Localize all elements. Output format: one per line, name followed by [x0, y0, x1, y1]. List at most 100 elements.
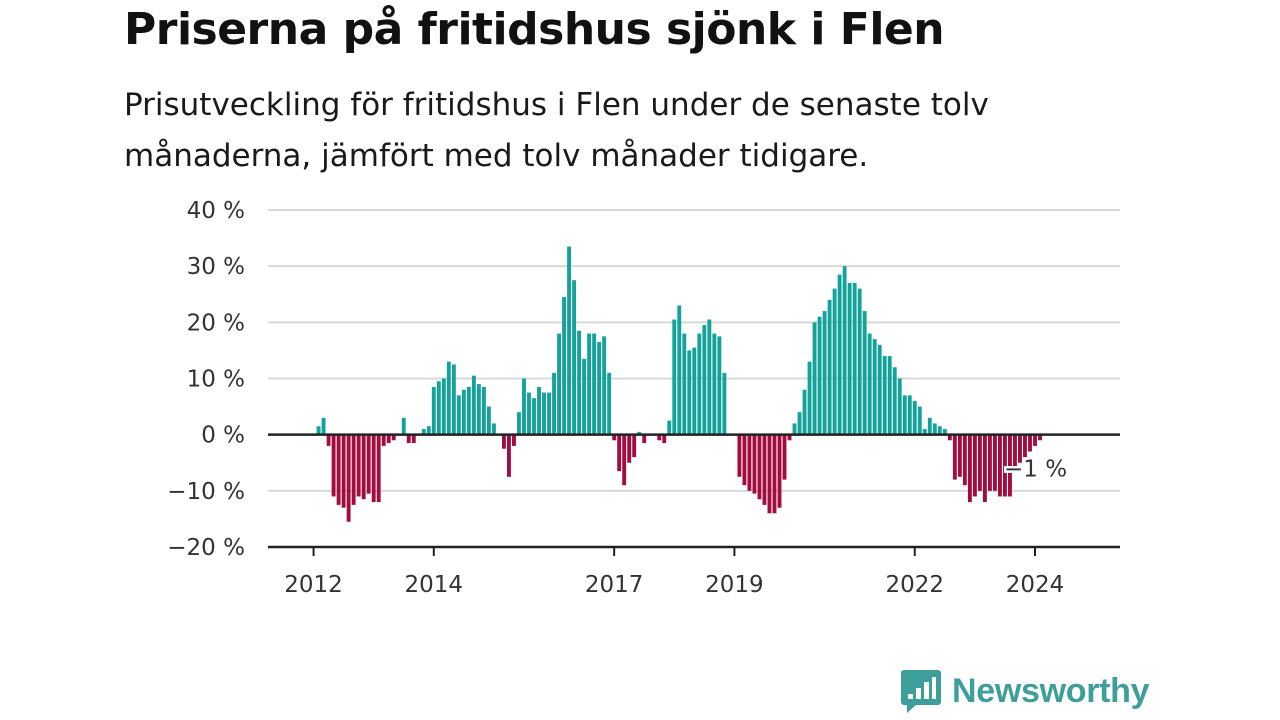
bar — [637, 431, 642, 435]
bar — [937, 426, 942, 435]
bar — [501, 434, 506, 449]
bar — [962, 434, 967, 486]
bar — [346, 434, 351, 522]
bar — [677, 305, 682, 435]
bar — [777, 434, 782, 508]
bar — [852, 283, 857, 435]
last-value-label: −1 % — [1004, 456, 1067, 482]
bar — [827, 299, 832, 435]
x-tick-label: 2019 — [705, 572, 764, 598]
bar — [922, 429, 927, 435]
bar — [687, 350, 692, 435]
y-tick-label: 10 % — [187, 367, 245, 393]
bar — [522, 378, 526, 435]
bar — [782, 434, 787, 480]
bar — [892, 367, 897, 435]
bar — [491, 423, 496, 435]
bar — [316, 426, 321, 435]
bar — [471, 375, 476, 435]
bar — [602, 336, 607, 435]
y-tick-label: 40 % — [187, 198, 245, 224]
bar — [587, 333, 592, 435]
y-tick-label: 0 % — [201, 423, 245, 449]
bar — [577, 330, 582, 435]
chart-title: Priserna på fritidshus sjönk i Flen — [124, 4, 945, 55]
bar — [757, 434, 762, 500]
newsworthy-logo-icon — [901, 670, 941, 713]
bar — [712, 333, 717, 435]
bar — [717, 336, 722, 435]
bar — [617, 434, 622, 472]
bar — [1033, 434, 1037, 446]
y-tick-label: −20 % — [167, 535, 245, 561]
bar — [622, 434, 627, 486]
bar — [672, 319, 677, 435]
bar — [361, 434, 366, 500]
bar — [862, 311, 867, 435]
bar — [436, 381, 441, 435]
bar — [877, 344, 882, 435]
bar — [381, 434, 386, 446]
bar — [582, 358, 587, 435]
bar — [431, 386, 436, 435]
bar — [812, 322, 817, 435]
bar — [822, 311, 827, 435]
x-tick-label: 2024 — [1006, 572, 1065, 598]
bar — [952, 434, 957, 480]
x-tick-label: 2022 — [885, 572, 944, 598]
bar — [642, 434, 647, 444]
bar — [1013, 434, 1017, 469]
bar — [942, 429, 947, 435]
bar — [837, 274, 842, 435]
bar — [762, 434, 767, 505]
bar — [366, 434, 371, 494]
bar — [887, 356, 892, 435]
bar — [1028, 434, 1032, 452]
bar — [401, 417, 406, 435]
bar — [967, 434, 972, 503]
bar — [972, 434, 977, 497]
bar — [1023, 434, 1027, 458]
bar — [927, 417, 932, 435]
bar — [797, 412, 802, 435]
bar — [446, 361, 451, 435]
y-tick-label: −10 % — [167, 479, 245, 505]
bar — [682, 333, 687, 435]
bar — [847, 283, 852, 435]
bar — [607, 372, 612, 435]
bar — [567, 246, 572, 435]
bar — [737, 434, 742, 477]
bar — [411, 434, 416, 444]
bar — [466, 386, 471, 435]
bar — [376, 434, 381, 503]
bar — [792, 423, 797, 435]
bar — [507, 434, 511, 477]
bar — [767, 434, 772, 514]
bar — [351, 434, 356, 505]
bar — [481, 386, 486, 435]
bar — [997, 434, 1002, 497]
annotations: −1 % — [1002, 454, 1070, 485]
bar — [692, 347, 697, 435]
bar — [321, 417, 326, 435]
bar — [987, 434, 992, 491]
bar — [562, 297, 567, 435]
bar — [331, 434, 336, 497]
bar — [787, 434, 792, 441]
bar — [547, 392, 551, 435]
bar — [627, 434, 632, 463]
bar — [747, 434, 752, 491]
bar — [592, 333, 597, 435]
bar — [386, 434, 391, 444]
bar — [662, 434, 667, 444]
y-axis-labels: 40 % 30 % 20 % 10 % 0 % −10 % −20 % — [167, 198, 245, 561]
bar — [461, 389, 466, 435]
bar — [336, 434, 341, 505]
bar — [557, 333, 561, 435]
bar — [456, 395, 461, 435]
bar — [722, 372, 727, 435]
x-axis-labels: 2012 2014 2017 2019 2022 2024 — [284, 547, 1064, 598]
bars — [316, 246, 1042, 522]
bar — [421, 429, 426, 435]
